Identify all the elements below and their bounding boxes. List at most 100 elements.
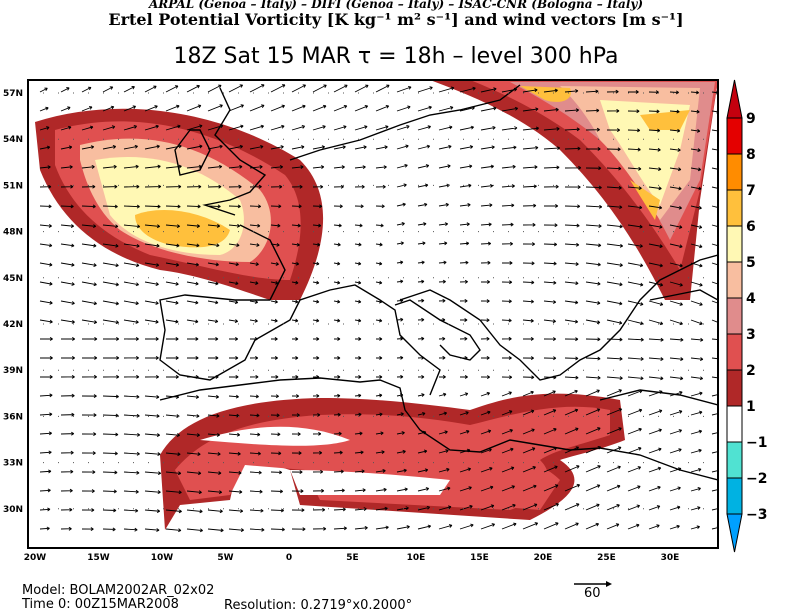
wind-vector [585,427,601,435]
wind-vector [522,261,535,266]
wind-vector [417,505,431,511]
wind-vector [669,337,684,342]
wind-vector [522,428,535,435]
wind-vector [207,337,219,341]
wind-vector [81,184,96,189]
colorbar-segment [726,405,743,443]
wind-vector [711,186,718,189]
wind-vector [564,165,582,170]
wind-vector [207,224,221,228]
wind-vector [144,224,161,229]
lat-label: 54N [3,135,23,145]
wind-vector [648,428,662,435]
wind-vector [270,204,282,209]
wind-vector [228,281,239,286]
wind-vector [396,144,409,150]
wind-vector [123,508,139,513]
wind-vector [312,412,321,417]
wind-vector [333,526,347,531]
lat-label: 51N [3,181,23,191]
wind-vector [417,487,430,492]
wind-vector [249,451,261,456]
wind-vector [186,433,200,437]
wind-vector [396,336,404,341]
wind-vector [522,503,538,511]
wind-vector [144,164,161,169]
wind-vector [396,374,404,379]
wind-vector [165,395,180,399]
wind-vector [690,205,702,210]
wind-vector [669,357,684,361]
wind-vector [333,204,343,209]
wind-vector [249,184,262,189]
wind-vector [333,125,347,131]
wind-vector [333,299,341,304]
wind-vector [207,413,220,418]
wind-vector [249,104,265,112]
wind-vector [627,357,644,361]
wind-vector [144,204,161,209]
wind-vector [480,299,490,303]
wind-vector [459,355,468,360]
wind-vector [690,167,702,172]
wind-vector [522,88,538,93]
lat-label: 45N [3,274,23,284]
wind-vector [102,262,119,268]
wind-vector [522,484,537,492]
wind-vector [144,414,160,418]
wind-vector [501,391,512,397]
wind-vector [564,446,580,454]
wind-vector [165,337,179,341]
wind-vector [207,204,221,209]
wind-vector [81,355,98,360]
wind-vector [165,509,182,514]
wind-vector [249,164,263,169]
wind-vector [648,466,662,473]
colorbar-segment [726,297,743,335]
wind-vector [354,261,362,266]
wind-vector [375,469,386,473]
wind-vector [60,243,75,248]
wind-vector [333,431,342,436]
wind-vector [585,337,601,342]
wind-vector [354,450,364,455]
wind-vector [312,125,326,131]
wind-vector [480,355,490,360]
wind-vector [480,466,493,473]
wind-vector [585,484,601,492]
wind-vector [144,356,159,360]
wind-vector [711,506,718,511]
colorbar-segment [726,79,743,119]
wind-vector [480,87,497,93]
wind-vector [123,432,141,437]
wind-vector [186,124,203,131]
wind-vector [354,204,364,209]
wind-vector [39,243,53,248]
wind-vector [249,262,259,266]
wind-vector [585,408,601,416]
wind-vector [522,126,540,131]
wind-vector [291,508,305,513]
wind-vector [690,467,702,473]
wind-vector [564,337,579,342]
wind-vector [627,224,643,229]
wind-vector [417,241,426,246]
wind-vector [186,300,199,305]
wind-vector [312,204,323,209]
wind-vector [585,127,600,132]
wind-vector [102,224,119,229]
wind-vector [480,523,496,530]
wind-vector [669,429,683,435]
wind-vector [102,300,119,306]
wind-vector [585,204,603,209]
wind-vector [627,166,642,171]
wind-vector [417,411,426,416]
wind-vector [60,450,74,455]
wind-vector [312,280,320,285]
lon-label: 5E [346,553,358,563]
wind-vector [123,394,140,399]
wind-vector [438,375,446,379]
wind-vector [270,489,284,494]
wind-vector [270,299,278,304]
wind-vector [648,485,661,492]
